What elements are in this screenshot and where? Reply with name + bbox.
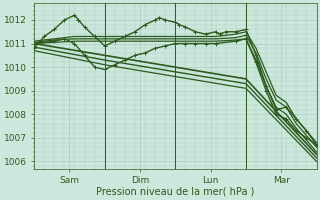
X-axis label: Pression niveau de la mer( hPa ): Pression niveau de la mer( hPa ) <box>96 187 254 197</box>
